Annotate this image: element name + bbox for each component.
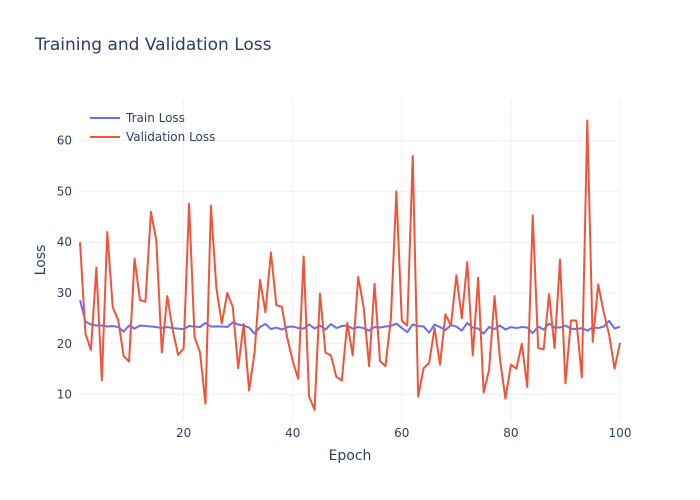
x-tick-label: 40 [285,426,300,440]
y-tick-label: 20 [57,337,72,351]
y-tick-label: 30 [57,286,72,300]
y-tick-label: 10 [57,388,72,402]
legend-label-train-loss[interactable]: Train Loss [125,111,185,125]
y-axis-ticks: 10 20 30 40 50 60 [57,134,72,402]
x-tick-label: 100 [609,426,632,440]
series-line-validation-loss [79,119,621,411]
grid [80,100,621,420]
series-lines [79,119,621,411]
x-tick-label: 80 [503,426,518,440]
chart-title: Training and Validation Loss [34,35,272,55]
y-tick-label: 50 [57,184,72,198]
y-tick-label: 60 [57,134,72,148]
x-axis-title: Epoch [329,448,372,464]
y-tick-label: 40 [57,235,72,249]
y-axis-title: Loss [33,245,49,276]
legend[interactable]: Train Loss Validation Loss [90,111,215,144]
x-axis-ticks: 20 40 60 80 100 [176,426,631,440]
x-tick-label: 20 [176,426,191,440]
legend-label-validation-loss[interactable]: Validation Loss [126,130,215,144]
x-tick-label: 60 [394,426,409,440]
